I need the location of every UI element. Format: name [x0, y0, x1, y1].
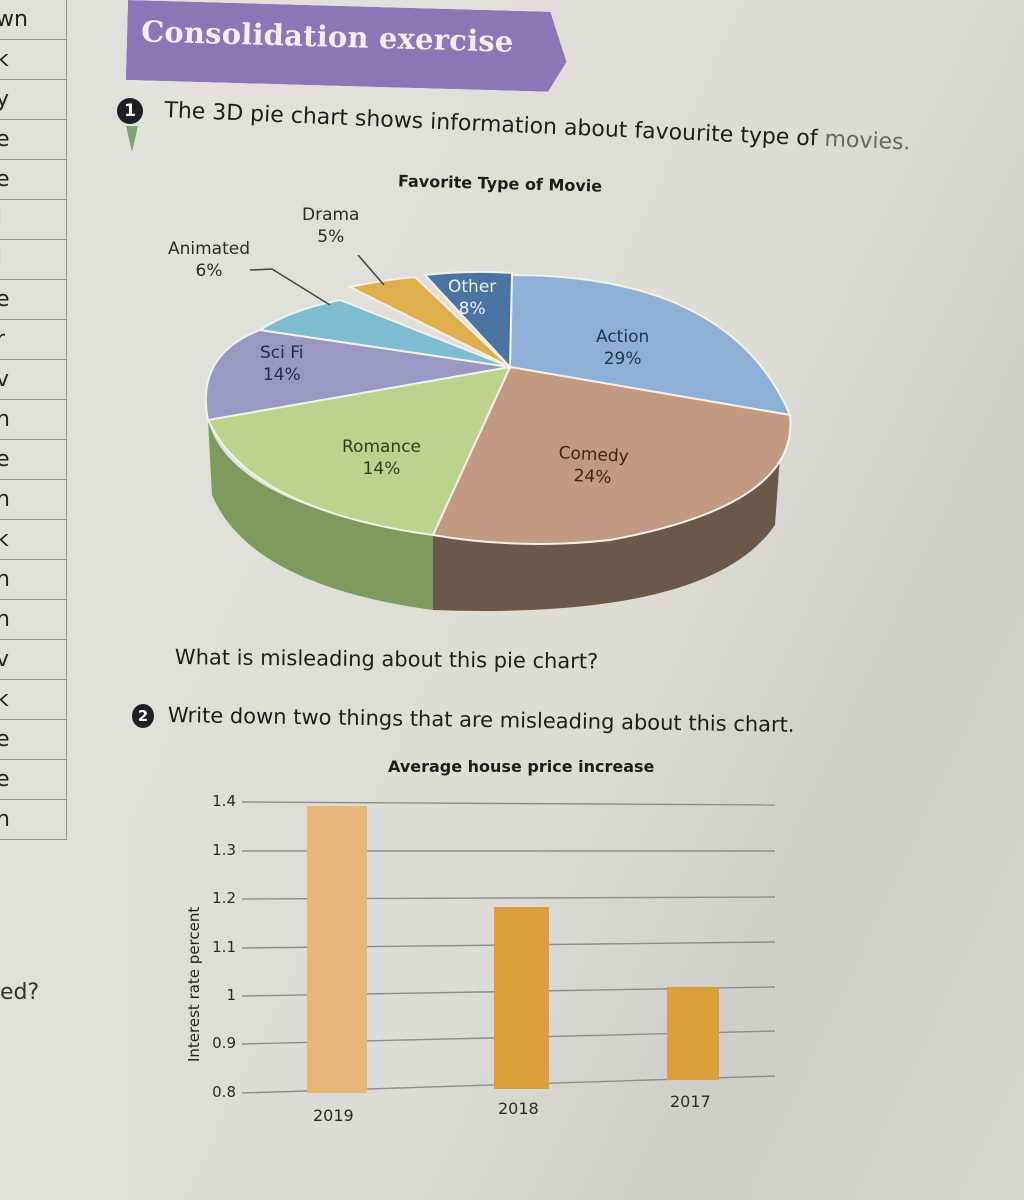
left-table-row: n [0, 600, 66, 640]
left-table-row: e [0, 440, 66, 480]
section-title: Consolidation exercise [140, 14, 515, 59]
bar-2017 [667, 987, 719, 1080]
left-table-row: v [0, 640, 66, 680]
question-number-badge: 2 [132, 704, 154, 728]
question-1-end-text: movies. [823, 126, 911, 156]
left-table-row: n [0, 800, 66, 840]
pie-label-action: Action 29% [596, 327, 650, 369]
pie-chart [204, 255, 792, 611]
left-word-table: wnkyeellervnenknnvkeen [0, 0, 67, 840]
animated-leader-line [249, 268, 331, 306]
left-table-row: v [0, 360, 66, 400]
left-table-row: e [0, 160, 66, 200]
pie-label-other: Other 8% [448, 277, 497, 319]
left-page: wnkyeellervnenknnvkeen ed? [0, 0, 129, 1200]
y-tick: 1.3 [212, 841, 236, 859]
pie-side-romance [208, 420, 433, 610]
y-tick: 0.8 [212, 1083, 236, 1101]
question-marker-icon [126, 126, 138, 152]
pie-slice-scifi [204, 328, 511, 422]
left-table-row: e [0, 280, 66, 320]
left-table-row: e [0, 120, 66, 160]
left-table-row: l [0, 240, 66, 280]
pie-slice-comedy [431, 365, 792, 545]
section-banner: Consolidation exercise [126, 0, 568, 92]
left-table-row: l [0, 200, 66, 240]
pie-label-scifi: Sci Fi 14% [260, 343, 304, 385]
left-table-row: e [0, 720, 66, 760]
x-tick-2017: 2017 [670, 1092, 711, 1111]
left-table-row: n [0, 400, 66, 440]
left-table-row: r [0, 320, 66, 360]
left-table-row: n [0, 480, 66, 520]
bar-chart [241, 801, 776, 1094]
x-tick-2018: 2018 [498, 1099, 539, 1118]
pie-label-romance: Romance 14% [342, 437, 422, 479]
bar-2019 [307, 806, 367, 1093]
pie-slice-other [422, 270, 514, 370]
left-table-row: y [0, 80, 66, 120]
y-tick: 1.4 [212, 792, 236, 810]
y-tick: 1.2 [212, 889, 236, 907]
pie-label-drama: Drama 5% [302, 205, 360, 247]
left-table-row: k [0, 520, 66, 560]
pie-side-comedy [433, 455, 780, 611]
y-tick: 1 [226, 986, 236, 1004]
left-table-row: n [0, 560, 66, 600]
pie-slice-action [508, 273, 792, 417]
bar-2018 [494, 907, 549, 1089]
pie-slice-animated [257, 298, 511, 368]
left-table-row: wn [0, 0, 66, 40]
left-page-question-fragment: ed? [0, 980, 40, 1005]
left-table-row: e [0, 760, 66, 800]
left-table-row: k [0, 680, 66, 720]
pie-slice-romance [206, 365, 512, 537]
pie-slice-drama [346, 275, 511, 368]
pie-label-comedy: Comedy 24% [558, 443, 630, 488]
question-number-badge: 1 [117, 98, 143, 124]
left-table-row: k [0, 40, 66, 80]
bar-chart-title: Average house price increase [388, 757, 655, 776]
y-axis-label: Interest rate percent [185, 906, 203, 1062]
question-1-follow-up: What is misleading about this pie chart? [174, 645, 599, 674]
y-tick: 1.1 [212, 938, 236, 956]
x-tick-2019: 2019 [313, 1106, 354, 1125]
drama-leader-line [357, 255, 385, 286]
pie-label-animated: Animated 6% [168, 239, 251, 281]
y-tick: 0.9 [212, 1034, 236, 1052]
